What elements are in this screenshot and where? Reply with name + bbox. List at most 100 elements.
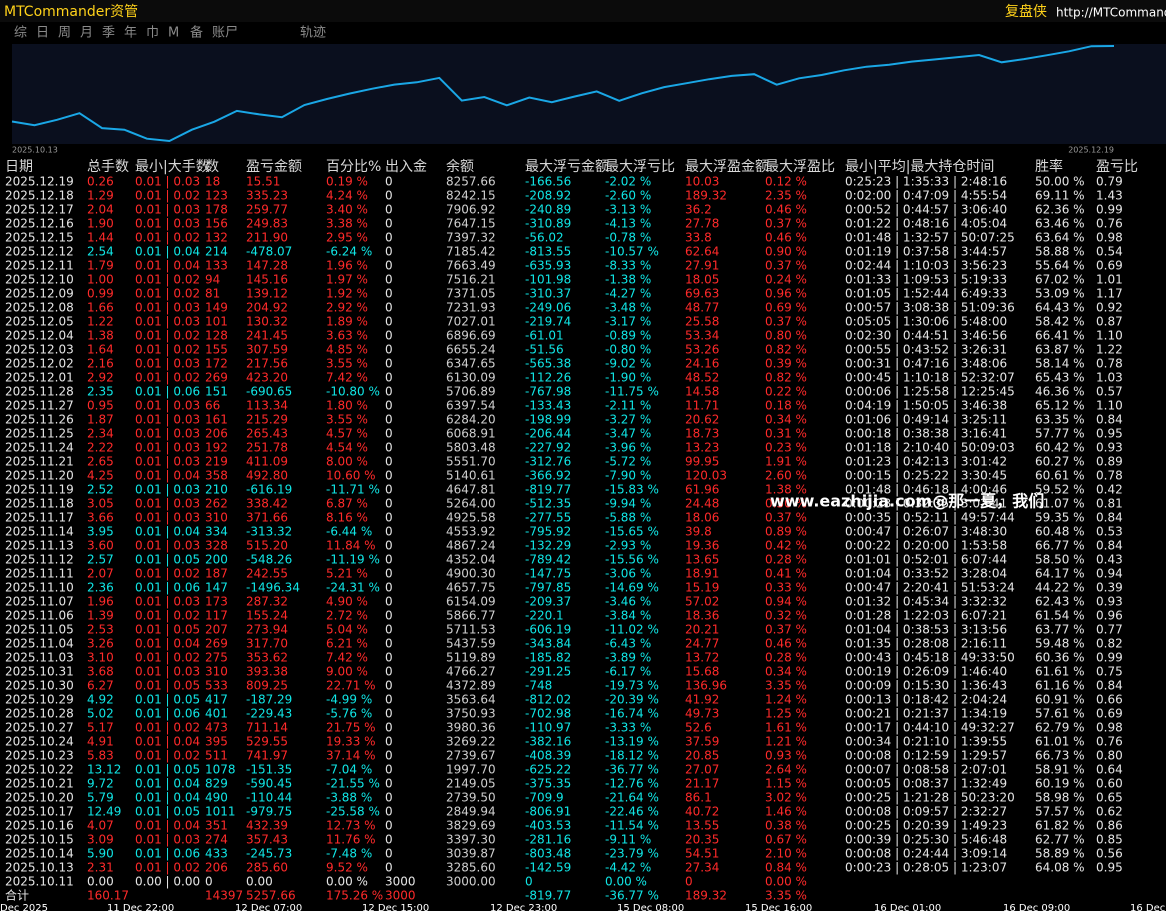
table-cell: 0 [385, 497, 393, 511]
table-cell: 60.27 % [1035, 455, 1085, 469]
table-cell: 4352.04 [446, 553, 496, 567]
table-cell: 113.34 [246, 399, 288, 413]
table-cell: 0.84 [1096, 539, 1123, 553]
tab[interactable]: 年 [124, 26, 137, 41]
table-cell: -803.48 [525, 847, 571, 861]
table-cell: 0 [385, 791, 393, 805]
tab[interactable]: 巾 [146, 26, 159, 41]
table-cell: 3750.93 [446, 707, 496, 721]
table-cell: 2025.11.25 [5, 427, 74, 441]
table-cell: 0.01 | 0.03 [135, 511, 200, 525]
tab[interactable]: 日 [36, 26, 49, 41]
total-cell: 5257.66 [246, 889, 296, 903]
table-cell: 18.06 [685, 511, 719, 525]
table-cell: 133 [205, 259, 228, 273]
table-cell: 0.76 [1096, 217, 1123, 231]
table-cell: 2.07 [87, 567, 114, 581]
table-cell: 0:00:13 | 0:18:42 | 2:04:24 [845, 693, 1007, 707]
table-cell: 62.43 % [1035, 595, 1085, 609]
table-cell: 0:00:08 | 0:09:57 | 2:32:27 [845, 805, 1007, 819]
table-cell: 161 [205, 413, 228, 427]
column-header: 数 [205, 159, 219, 175]
table-cell: 0.37 % [765, 315, 807, 329]
table-cell: -7.90 % [605, 469, 651, 483]
table-cell: 7.42 % [326, 371, 368, 385]
table-cell: 59.52 % [1035, 483, 1085, 497]
table-cell: 310 [205, 511, 228, 525]
table-cell: 52.6 [685, 721, 712, 735]
table-cell: 6397.54 [446, 399, 496, 413]
table-cell: 285.60 [246, 861, 288, 875]
table-cell: 0 [385, 371, 393, 385]
table-cell: -11.19 % [326, 553, 380, 567]
table-cell: 2.35 [87, 385, 114, 399]
table-cell: 0.28 % [765, 651, 807, 665]
table-cell: 0 [385, 595, 393, 609]
table-cell: 0.90 % [765, 245, 807, 259]
tab[interactable]: 账尸 [212, 26, 238, 41]
table-cell: 0:01:28 | 1:22:03 | 6:07:21 [845, 609, 1007, 623]
table-cell: 0:01:33 | 1:09:53 | 5:19:33 [845, 273, 1007, 287]
table-cell: 0:01:04 | 0:38:53 | 3:13:56 [845, 623, 1007, 637]
table-cell: -3.47 % [605, 427, 651, 441]
table-cell: 1.90 [87, 217, 114, 231]
table-cell: 0:01:23 | 0:42:13 | 3:01:42 [845, 455, 1007, 469]
table-cell: 15.51 [246, 175, 280, 189]
table-cell: 3.26 [87, 637, 114, 651]
table-cell: 2.52 [87, 483, 114, 497]
table-cell: 0.57 [1096, 385, 1123, 399]
table-cell: -245.73 [246, 847, 292, 861]
table-cell: 0.01 | 0.03 [135, 203, 200, 217]
table-cell: 0.81 [1096, 497, 1123, 511]
table-cell: -313.32 [246, 525, 292, 539]
table-cell: 192 [205, 441, 228, 455]
table-cell: 0:00:57 | 3:08:38 | 51:09:36 [845, 301, 1015, 315]
table-cell: 10.60 % [326, 469, 376, 483]
table-cell: 0.60 [1096, 777, 1123, 791]
table-cell: -3.33 % [605, 721, 651, 735]
table-cell: 13.72 [685, 651, 719, 665]
table-cell: 3.38 % [326, 217, 368, 231]
table-cell: 66 [205, 399, 220, 413]
table-cell: 0.84 [1096, 679, 1123, 693]
table-cell: 128 [205, 329, 228, 343]
table-cell: 46.36 % [1035, 385, 1085, 399]
table-cell: 3269.22 [446, 735, 496, 749]
table-cell: 529.55 [246, 735, 288, 749]
table-cell: 417 [205, 693, 228, 707]
table-cell: 0:05:05 | 1:30:06 | 5:48:00 [845, 315, 1007, 329]
table-cell: 6347.65 [446, 357, 496, 371]
table-cell: 0.98 [1096, 231, 1123, 245]
table-cell: 37.59 [685, 735, 719, 749]
table-cell: 0 [385, 609, 393, 623]
table-cell: 7397.32 [446, 231, 496, 245]
table-cell: 0.01 | 0.03 [135, 665, 200, 679]
tab[interactable]: 月 [80, 26, 93, 41]
table-cell: -281.16 [525, 833, 571, 847]
table-cell: 0.85 [1096, 833, 1123, 847]
table-cell: 65.12 % [1035, 399, 1085, 413]
tab[interactable]: 周 [58, 26, 71, 41]
table-cell: 2025.11.10 [5, 581, 74, 595]
footer-axis-label: 12 Dec 15:00 [362, 903, 429, 911]
table-cell: 57.61 % [1035, 707, 1085, 721]
table-cell: 2025.11.26 [5, 413, 74, 427]
table-cell: 0.01 | 0.03 [135, 455, 200, 469]
table-cell: -166.56 [525, 175, 571, 189]
table-cell: 5.83 [87, 749, 114, 763]
column-header: 最大浮盈比 [765, 159, 835, 175]
table-cell: 0.01 | 0.03 [135, 315, 200, 329]
table-cell: 4900.30 [446, 567, 496, 581]
table-cell: 3.55 % [326, 413, 368, 427]
table-cell: 0.01 | 0.03 [135, 217, 200, 231]
table-cell: 0.82 % [765, 371, 807, 385]
tab[interactable]: M [168, 26, 179, 41]
tab[interactable]: 综 [14, 26, 27, 41]
table-cell: 0.53 [1096, 525, 1123, 539]
table-cell: 20.62 [685, 413, 719, 427]
table-cell: 0.00 % [765, 875, 807, 889]
tab[interactable]: 轨迹 [300, 26, 326, 41]
table-cell: 0.39 % [765, 357, 807, 371]
tab[interactable]: 备 [190, 25, 203, 41]
tab[interactable]: 季 [102, 26, 115, 41]
